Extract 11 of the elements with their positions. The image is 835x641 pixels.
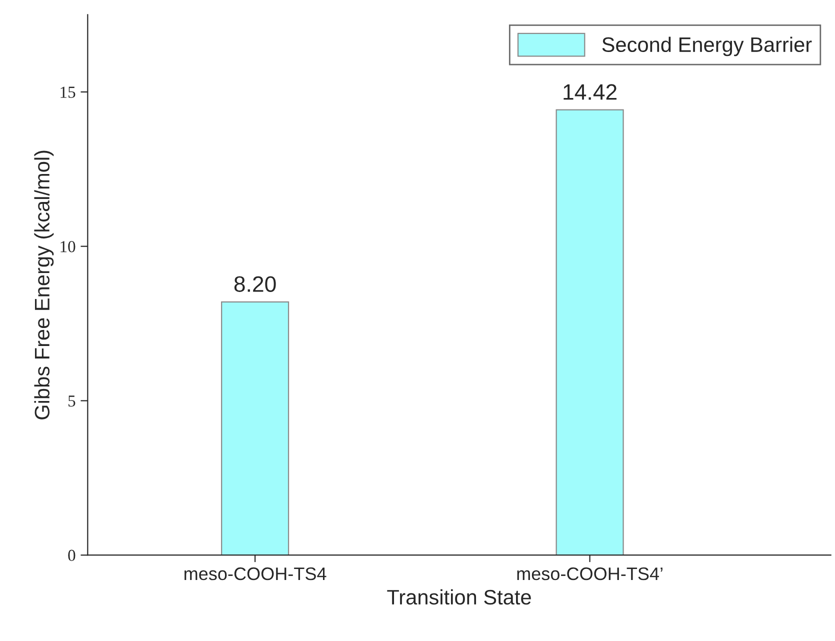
data-label: 14.42 (564, 84, 616, 100)
legend-label: Second Energy Barrier (602, 36, 812, 56)
y-tick-label: 5 (68, 396, 76, 407)
x-axis-title: Transition State (387, 589, 531, 605)
data-label: 8.20 (234, 276, 276, 292)
y-tick-label: 15 (60, 86, 76, 98)
x-tick-label: meso-COOH-TS4 (184, 567, 326, 580)
y-tick-label: 10 (60, 241, 76, 252)
y-axis-title: Gibbs Free Energy (kcal/mol) (34, 150, 54, 420)
x-tick-label: meso-COOH-TS4’ (517, 567, 662, 580)
y-tick-label: 0 (68, 550, 76, 562)
